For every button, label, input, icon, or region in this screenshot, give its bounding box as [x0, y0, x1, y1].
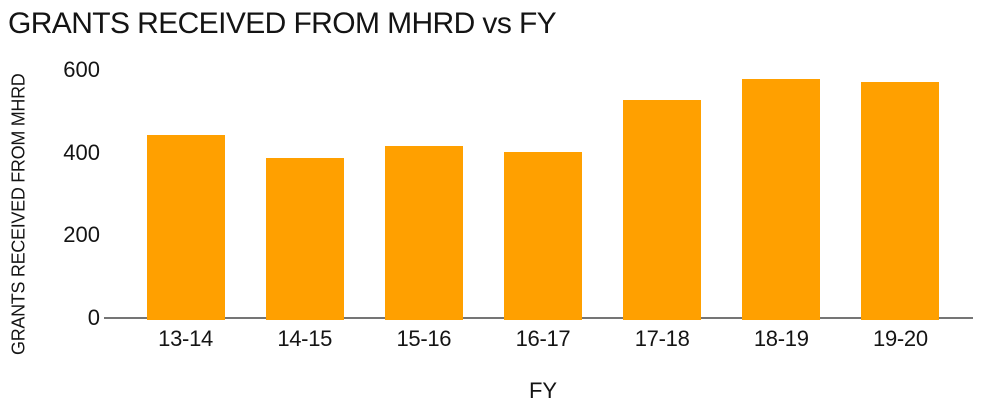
bar-slot: [126, 70, 245, 320]
bar-slot: [722, 70, 841, 320]
x-tick-label: 15-16: [396, 326, 452, 351]
bar-13-14: [146, 135, 225, 320]
bar-14-15: [265, 157, 344, 320]
plot-area: [126, 70, 960, 320]
x-tick-label: 16-17: [515, 326, 571, 351]
y-axis-ticks: 0 200 400 600: [0, 0, 100, 412]
x-tick-label: 18-19: [753, 326, 809, 351]
y-tick-label: 600: [63, 57, 100, 82]
y-tick-label: 400: [63, 139, 100, 165]
x-tick-label: 13-14: [158, 326, 213, 351]
bar-slot: [483, 70, 602, 320]
bar-slot: [364, 70, 483, 320]
x-axis-title: FY: [528, 378, 558, 403]
bar-slot: [841, 70, 960, 320]
y-tick-label: 0: [87, 305, 100, 330]
bar-15-16: [384, 146, 463, 320]
y-tick-label: 200: [63, 222, 100, 248]
bar-18-19: [742, 79, 821, 320]
bar-19-20: [861, 81, 940, 320]
x-axis-ticks: 13-14 14-15 15-16 16-17 17-18 18-19 19-20: [126, 326, 960, 352]
x-tick-label: 17-18: [634, 326, 690, 351]
x-tick-label: 14-15: [277, 326, 333, 351]
chart-title: GRANTS RECEIVED FROM MHRD vs FY: [8, 7, 557, 40]
bar-16-17: [503, 152, 582, 320]
bar-slot: [245, 70, 364, 320]
x-tick-label: 19-20: [873, 326, 928, 351]
bar-17-18: [623, 100, 702, 320]
bar-slot: [603, 70, 722, 320]
